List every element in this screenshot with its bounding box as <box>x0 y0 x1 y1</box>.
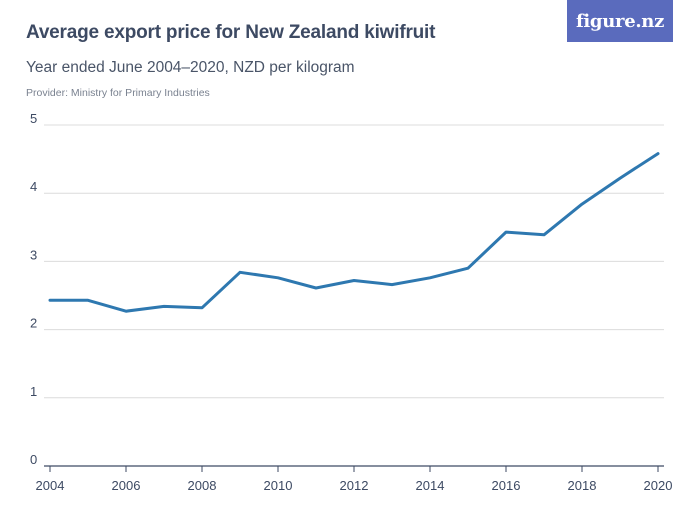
chart-subtitle: Year ended June 2004–2020, NZD per kilog… <box>26 59 355 76</box>
data-point[interactable] <box>616 174 624 182</box>
figure-nz-logo[interactable]: figure.nz <box>567 0 673 42</box>
x-axis-ticks <box>49 466 659 472</box>
x-tick-label: 2018 <box>568 478 597 493</box>
x-tick-label: 2008 <box>188 478 217 493</box>
y-tick-label: 3 <box>30 247 37 262</box>
series-layer <box>46 150 662 315</box>
gridlines <box>44 124 664 467</box>
x-tick-label: 2020 <box>644 478 673 493</box>
data-point[interactable] <box>578 200 586 208</box>
data-point[interactable] <box>502 228 510 236</box>
x-axis-labels: 2004 2006 2008 2010 2012 2014 2016 2018 2020 <box>36 478 673 493</box>
chart-title: Average export price for New Zealand kiw… <box>26 22 436 43</box>
data-provider: Provider: Ministry for Primary Industrie… <box>26 87 210 99</box>
data-point[interactable] <box>122 307 130 315</box>
x-tick-label: 2014 <box>416 478 445 493</box>
x-tick-label: 2004 <box>36 478 65 493</box>
series-line <box>48 152 660 313</box>
data-point[interactable] <box>426 274 434 282</box>
y-tick-label: 1 <box>30 384 37 399</box>
data-point[interactable] <box>312 284 320 292</box>
x-tick-label: 2012 <box>340 478 369 493</box>
data-point[interactable] <box>540 231 548 239</box>
x-tick-label: 2016 <box>492 478 521 493</box>
x-tick-label: 2006 <box>112 478 141 493</box>
data-point[interactable] <box>654 150 662 158</box>
data-point[interactable] <box>350 276 358 284</box>
data-point[interactable] <box>388 281 396 289</box>
y-tick-label: 5 <box>30 111 37 126</box>
data-point[interactable] <box>46 296 54 304</box>
data-point[interactable] <box>198 304 206 312</box>
data-point[interactable] <box>84 296 92 304</box>
data-point[interactable] <box>464 264 472 272</box>
data-point[interactable] <box>236 268 244 276</box>
y-axis-labels: 0 1 2 3 4 5 <box>30 111 37 467</box>
y-tick-label: 2 <box>30 316 37 331</box>
y-tick-label: 0 <box>30 452 37 467</box>
x-tick-label: 2010 <box>264 478 293 493</box>
data-point[interactable] <box>274 274 282 282</box>
y-tick-label: 4 <box>30 179 37 194</box>
data-point[interactable] <box>160 302 168 310</box>
